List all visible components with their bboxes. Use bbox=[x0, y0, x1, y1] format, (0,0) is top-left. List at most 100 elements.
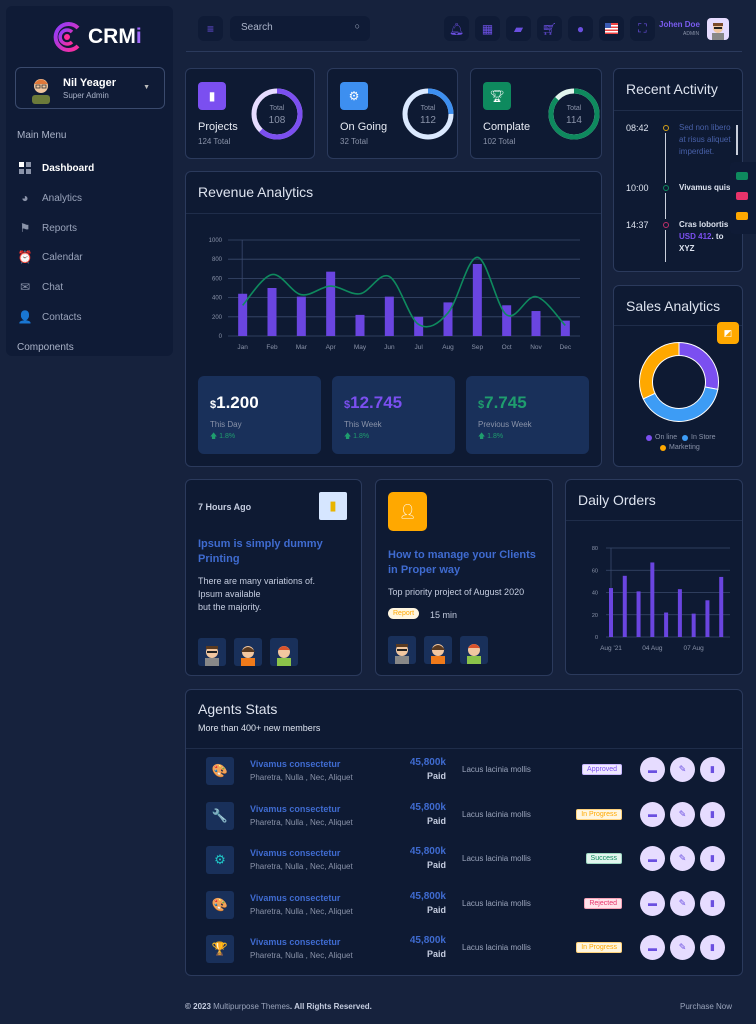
gear-check-icon: ⚙ bbox=[206, 846, 234, 874]
chat-icon[interactable] bbox=[736, 212, 748, 220]
sidebar-item-chat[interactable]: ✉ Chat bbox=[18, 280, 63, 294]
sidebar-item-label: Analytics bbox=[42, 192, 83, 204]
view-button[interactable]: ▬ bbox=[640, 801, 665, 827]
messages-button[interactable]: ● bbox=[568, 16, 593, 41]
agent-name[interactable]: Vivamus consectetur bbox=[250, 892, 341, 903]
news-card[interactable]: 👤︎ How to manage your Clients in Proper … bbox=[375, 479, 553, 676]
ring-label: Total bbox=[269, 105, 285, 112]
sidebar: CRMi Nil Yeager Super Admin ▼ Main Menu … bbox=[6, 6, 173, 356]
daily-orders-card: Daily Orders 0 20 40 60 80 Aug '21 04 Aug 07 Au… bbox=[565, 479, 743, 675]
revenue-value: 7.745 bbox=[484, 393, 527, 412]
avatar[interactable] bbox=[234, 638, 262, 666]
topbar-user-name[interactable]: Johen Doe bbox=[659, 20, 700, 29]
sidebar-item-reports[interactable]: ⚑ Reports bbox=[18, 221, 77, 235]
table-row[interactable]: 🏆 Vivamus consectetur Pharetra, Nulla , … bbox=[186, 935, 744, 979]
fullscreen-button[interactable]: ⛶ bbox=[630, 16, 655, 41]
view-button[interactable]: ▬ bbox=[640, 846, 665, 871]
avatar[interactable] bbox=[198, 638, 226, 666]
stat-sub: 102 Total bbox=[483, 137, 516, 146]
svg-text:Jun: Jun bbox=[384, 344, 395, 351]
svg-text:800: 800 bbox=[212, 257, 223, 263]
revenue-change: 🡅 1.8% bbox=[344, 433, 370, 440]
agent-amount: 45,800k bbox=[409, 801, 446, 813]
drink-icon: ▮ bbox=[319, 492, 347, 520]
agent-name[interactable]: Vivamus consectetur bbox=[250, 937, 341, 947]
edit-button[interactable]: ✎ bbox=[670, 935, 695, 960]
avatar[interactable] bbox=[388, 636, 416, 664]
brand-name: CRMi bbox=[88, 25, 142, 48]
svg-text:20: 20 bbox=[592, 613, 598, 619]
agent-name[interactable]: Vivamus consectetur bbox=[250, 759, 341, 769]
search-placeholder: Search bbox=[241, 22, 273, 33]
avatar[interactable] bbox=[460, 636, 488, 664]
sales-donut-chart bbox=[639, 341, 719, 422]
logo[interactable]: CRMi bbox=[50, 20, 142, 54]
news-title[interactable]: Ipsum is simply dummy Printing bbox=[198, 538, 323, 565]
table-row[interactable]: ⚙ Vivamus consectetur Pharetra, Nulla , … bbox=[186, 846, 744, 890]
stat-card-complete[interactable]: 🏆︎ Complate 102 Total Total 114 bbox=[470, 68, 602, 159]
avatar[interactable] bbox=[270, 638, 298, 666]
chat-bubble-icon: ● bbox=[576, 21, 585, 36]
delete-button[interactable]: ▮ bbox=[700, 935, 725, 960]
edit-button[interactable]: ✎ bbox=[670, 757, 695, 782]
table-row[interactable]: 🔧 Vivamus consectetur Pharetra, Nulla , … bbox=[186, 801, 744, 846]
sidebar-item-dashboard[interactable]: Dashboard bbox=[18, 161, 94, 175]
search-icon[interactable]: ○ bbox=[354, 21, 360, 31]
scrollbar[interactable] bbox=[736, 125, 738, 155]
view-button[interactable]: ▬ bbox=[640, 890, 665, 916]
svg-text:Sep: Sep bbox=[472, 344, 484, 351]
sidebar-item-contacts[interactable]: 👤 Contacts bbox=[18, 310, 82, 324]
news-card[interactable]: 7 Hours Ago ▮ Ipsum is simply dummy Prin… bbox=[185, 479, 362, 676]
edit-button[interactable]: ✎ bbox=[670, 801, 695, 827]
transfer-icon[interactable] bbox=[736, 192, 748, 200]
ring-label: Total bbox=[566, 105, 582, 112]
delete-button[interactable]: ▮ bbox=[700, 846, 725, 871]
stat-card-projects[interactable]: ▮ Projects 124 Total Total 108 bbox=[185, 68, 315, 159]
menu-toggle-button[interactable]: ≡ bbox=[198, 16, 223, 41]
avatar[interactable] bbox=[424, 636, 452, 664]
agent-tags: Pharetra, Nulla , Nec, Aliquet bbox=[250, 951, 353, 960]
purchase-now-link[interactable]: Purchase Now bbox=[680, 1002, 733, 1011]
agent-description: Lacus lacinia mollis bbox=[462, 765, 531, 774]
table-row[interactable]: 🎨 Vivamus consectetur Pharetra, Nulla , … bbox=[186, 890, 744, 935]
delete-button[interactable]: ▮ bbox=[700, 757, 725, 782]
agent-name[interactable]: Vivamus consectetur bbox=[250, 848, 341, 858]
search-input[interactable]: Search ○ bbox=[230, 16, 370, 41]
file-icon: ▮ bbox=[198, 82, 226, 110]
toggle-icon: ▬ bbox=[648, 809, 657, 819]
edit-button[interactable]: ✎ bbox=[670, 846, 695, 871]
agent-tags: Pharetra, Nulla , Nec, Aliquet bbox=[250, 906, 353, 916]
agent-name[interactable]: Vivamus consectetur bbox=[250, 803, 341, 814]
edit-button[interactable]: ✎ bbox=[670, 890, 695, 916]
notifications-button[interactable]: 🔔︎ bbox=[444, 16, 469, 41]
legend-instore: In Store bbox=[682, 434, 716, 441]
agent-amount: 45,800k bbox=[409, 890, 446, 902]
files-button[interactable]: ▰ bbox=[506, 16, 531, 41]
report-tag[interactable]: Report bbox=[388, 608, 420, 619]
language-button[interactable] bbox=[599, 16, 624, 41]
view-button[interactable]: ▬ bbox=[640, 935, 665, 960]
delete-button[interactable]: ▮ bbox=[700, 801, 725, 827]
delete-button[interactable]: ▮ bbox=[700, 890, 725, 916]
company-link[interactable]: Multipurpose Themes bbox=[213, 1002, 290, 1011]
chevron-down-icon[interactable]: ▼ bbox=[143, 84, 150, 91]
cart-button[interactable]: 🛒︎ bbox=[537, 16, 562, 41]
svg-text:400: 400 bbox=[212, 296, 223, 302]
news-title[interactable]: How to manage your Clients in Proper way bbox=[388, 549, 536, 576]
copyright: © 2023 Multipurpose Themes. All Rights R… bbox=[185, 1002, 372, 1011]
components-heading[interactable]: Components bbox=[17, 342, 74, 353]
trash-icon: ▮ bbox=[710, 764, 715, 774]
expand-button[interactable]: ◩ bbox=[717, 322, 739, 344]
activity-text: Vivamus quis bbox=[679, 183, 731, 192]
gears-icon: ⚙ bbox=[340, 82, 368, 110]
activity-time: 10:00 bbox=[626, 183, 649, 193]
table-row[interactable]: 🎨 Vivamus consectetur Pharetra, Nulla , … bbox=[186, 757, 744, 801]
sidebar-item-analytics[interactable]: ◕ Analytics bbox=[18, 191, 82, 205]
user-switcher[interactable]: Nil Yeager Super Admin ▼ bbox=[15, 67, 165, 109]
avatar[interactable] bbox=[707, 18, 729, 40]
stat-card-ongoing[interactable]: ⚙ On Going 32 Total Total 112 bbox=[327, 68, 458, 159]
money-icon[interactable] bbox=[736, 172, 748, 180]
sidebar-item-calendar[interactable]: ⏰ Calendar bbox=[18, 250, 83, 264]
view-button[interactable]: ▬ bbox=[640, 757, 665, 782]
apps-button[interactable]: ▦ bbox=[475, 16, 500, 41]
